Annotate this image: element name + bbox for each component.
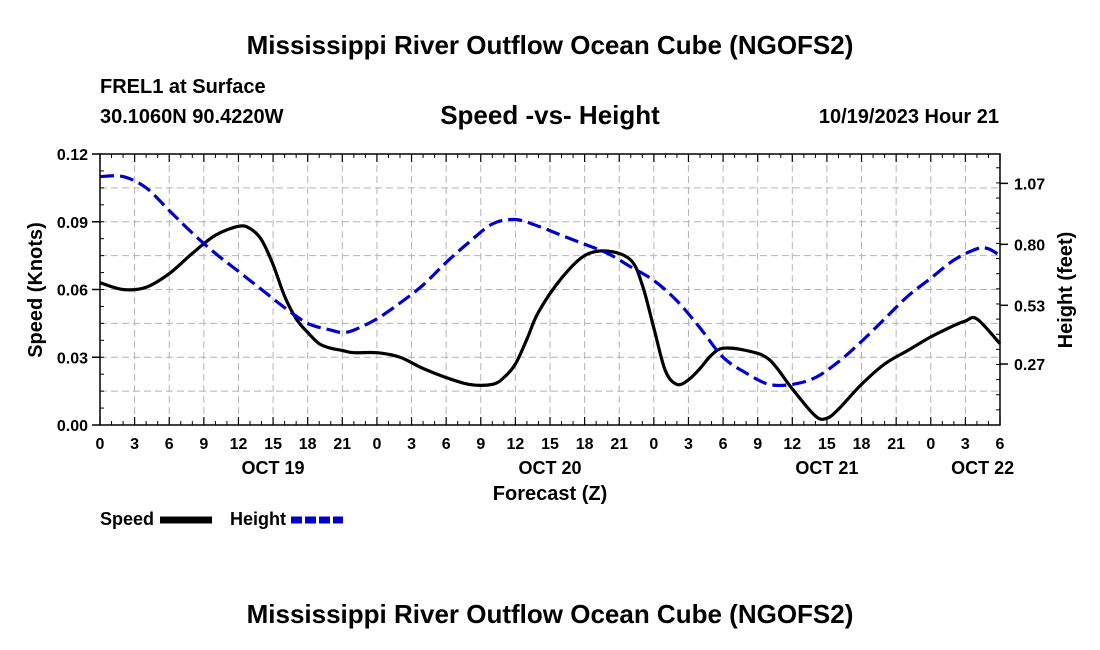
second-chart-title: Mississippi River Outflow Ocean Cube (NG… <box>246 599 854 629</box>
x-tick-label: 0 <box>926 436 935 453</box>
x-tick-label: 6 <box>165 436 174 453</box>
y-axis-left-label: Speed (Knots) <box>25 222 47 358</box>
forecast-datetime: 10/19/2023 Hour 21 <box>818 106 999 128</box>
legend-label-height: Height <box>230 509 286 529</box>
station-coordinates: 30.1060N 90.4220W <box>100 106 284 128</box>
series-line-speed <box>99 224 1002 421</box>
x-date-label: OCT 21 <box>795 458 858 478</box>
legend: Speed Height <box>100 509 343 529</box>
y-right-tick-label: 1.07 <box>1014 176 1045 193</box>
x-tick-label: 6 <box>719 436 728 453</box>
x-tick-label: 21 <box>610 436 628 453</box>
grid-lines <box>100 154 1000 425</box>
legend-label-speed: Speed <box>100 509 154 529</box>
x-tick-label: 3 <box>684 436 693 453</box>
x-date-label: OCT 20 <box>518 458 581 478</box>
x-tick-label: 12 <box>783 436 801 453</box>
x-tick-label: 3 <box>130 436 139 453</box>
x-tick-label: 21 <box>333 436 351 453</box>
x-tick-label: 6 <box>996 436 1005 453</box>
y-right-tick-label: 0.27 <box>1014 357 1045 374</box>
x-date-label: OCT 19 <box>242 458 305 478</box>
data-series <box>99 174 1002 421</box>
series-line-height <box>99 174 1001 388</box>
x-tick-label: 21 <box>887 436 905 453</box>
x-tick-label: 9 <box>199 436 208 453</box>
x-tick-label: 0 <box>96 436 105 453</box>
x-tick-label: 9 <box>476 436 485 453</box>
y-left-tick-label: 0.06 <box>57 283 88 300</box>
x-tick-label: 18 <box>853 436 871 453</box>
x-tick-label: 18 <box>576 436 594 453</box>
station-label: FREL1 at Surface <box>100 76 266 98</box>
axes: 0 3 6 9 12 15 18 21 0 3 6 9 12 15 18 21 0 3 6 9 12 15 18 21 0 3 6 O… <box>57 147 1045 478</box>
x-tick-label: 12 <box>506 436 524 453</box>
y-left-tick-label: 0.03 <box>57 350 88 367</box>
x-tick-label: 18 <box>299 436 317 453</box>
x-tick-label: 9 <box>753 436 762 453</box>
chart-subtitle: Speed -vs- Height <box>440 100 660 130</box>
x-tick-label: 6 <box>442 436 451 453</box>
x-axis-label: Forecast (Z) <box>493 483 607 505</box>
x-tick-label: 12 <box>230 436 248 453</box>
x-tick-label: 15 <box>541 436 559 453</box>
x-tick-label: 0 <box>649 436 658 453</box>
chart-main-title: Mississippi River Outflow Ocean Cube (NG… <box>246 30 854 60</box>
y-left-tick-label: 0.12 <box>57 147 88 164</box>
y-right-tick-label: 0.80 <box>1014 237 1045 254</box>
x-tick-label: 15 <box>818 436 836 453</box>
y-axis-right-label: Height (feet) <box>1055 232 1077 349</box>
x-tick-label: 0 <box>372 436 381 453</box>
x-tick-label: 3 <box>961 436 970 453</box>
x-tick-label: 3 <box>407 436 416 453</box>
y-left-tick-label: 0.09 <box>57 215 88 232</box>
y-left-tick-label: 0.00 <box>57 418 88 435</box>
x-tick-label: 15 <box>264 436 282 453</box>
y-right-tick-label: 0.53 <box>1014 298 1045 315</box>
x-date-label: OCT 22 <box>951 458 1014 478</box>
